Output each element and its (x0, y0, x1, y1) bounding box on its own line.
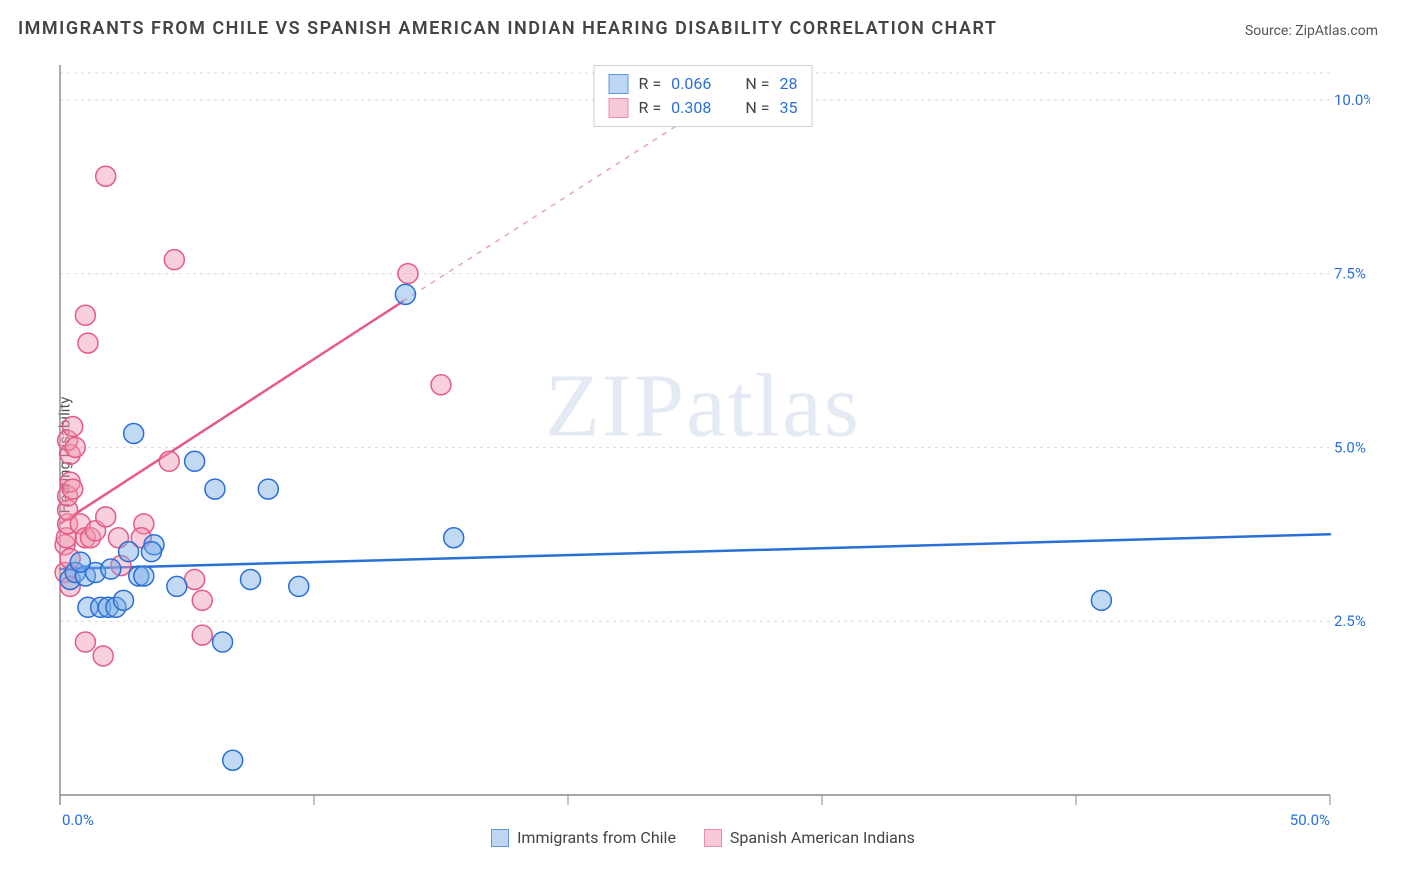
correlation-legend-row-chile: R = 0.066 N = 28 (609, 72, 798, 96)
legend-item-chile: Immigrants from Chile (491, 828, 676, 847)
chart-source: Source: ZipAtlas.com (1245, 23, 1378, 39)
svg-text:5.0%: 5.0% (1334, 438, 1366, 456)
series-legend: Immigrants from Chile Spanish American I… (0, 828, 1406, 847)
source-prefix: Source: (1245, 23, 1295, 39)
correlation-legend: R = 0.066 N = 28 R = 0.308 N = 35 (594, 65, 813, 127)
svg-text:0.0%: 0.0% (62, 811, 94, 825)
r-value-spanish: 0.308 (671, 96, 711, 120)
chart-title: IMMIGRANTS FROM CHILE VS SPANISH AMERICA… (18, 18, 997, 39)
n-label: N = (745, 72, 769, 96)
swatch-chile (609, 74, 629, 94)
svg-text:2.5%: 2.5% (1334, 612, 1366, 630)
swatch-spanish (609, 98, 629, 118)
chart-header: IMMIGRANTS FROM CHILE VS SPANISH AMERICA… (0, 0, 1406, 45)
scatter-plot: 2.5% 5.0% 7.5% 10.0% 0.0% 50.0% (50, 55, 1370, 825)
r-label: R = (639, 72, 662, 96)
legend-label-spanish: Spanish American Indians (730, 828, 915, 847)
svg-text:50.0%: 50.0% (1290, 811, 1330, 825)
n-label: N = (745, 96, 769, 120)
r-label: R = (639, 96, 662, 120)
legend-label-chile: Immigrants from Chile (517, 828, 676, 847)
chart-area: Hearing Disability ZIPatlas 2.5%5.0%7.5%… (0, 45, 1406, 865)
n-value-spanish: 35 (779, 96, 797, 120)
svg-text:10.0%: 10.0% (1334, 91, 1370, 109)
correlation-legend-row-spanish: R = 0.308 N = 35 (609, 96, 798, 120)
swatch-spanish (704, 829, 722, 847)
swatch-chile (491, 829, 509, 847)
legend-item-spanish: Spanish American Indians (704, 828, 915, 847)
svg-text:7.5%: 7.5% (1334, 265, 1366, 283)
r-value-chile: 0.066 (671, 72, 711, 96)
source-site: ZipAtlas.com (1295, 23, 1378, 39)
n-value-chile: 28 (779, 72, 797, 96)
